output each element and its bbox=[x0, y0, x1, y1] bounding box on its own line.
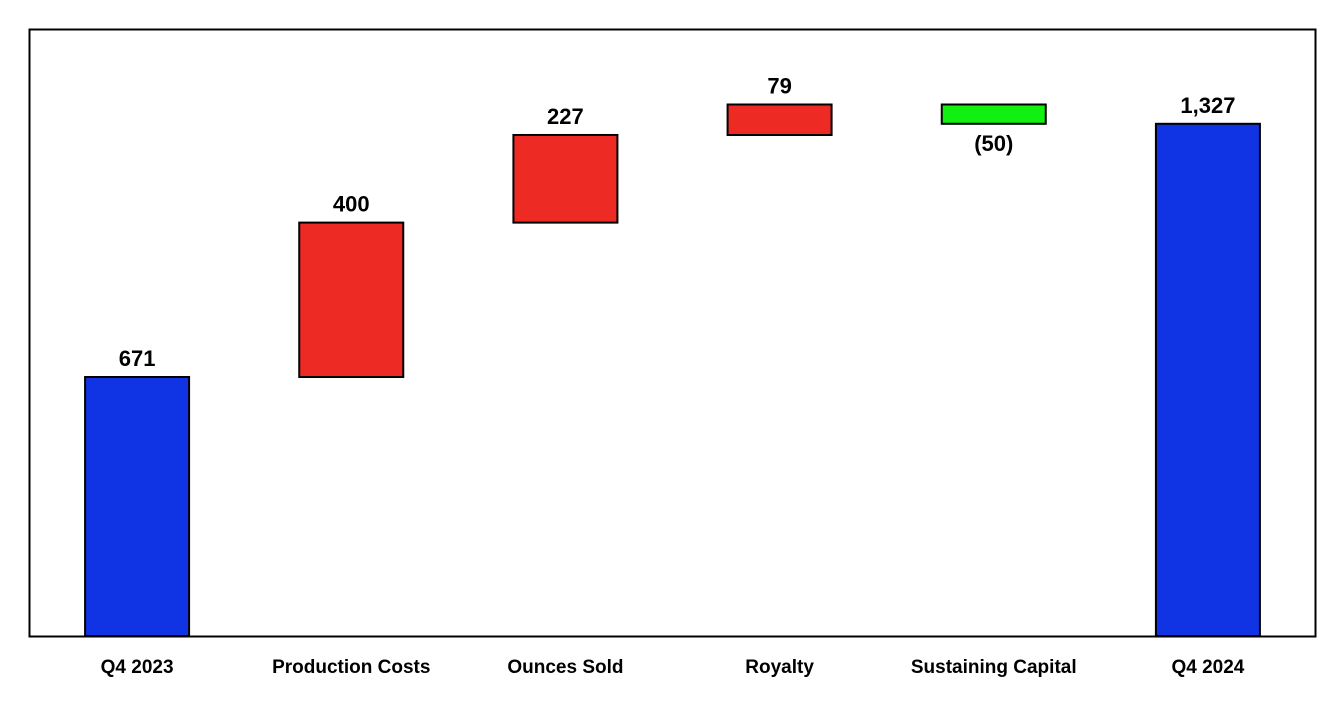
bar-production-costs bbox=[298, 221, 405, 379]
value-label-royalty: 79 bbox=[767, 73, 791, 98]
category-label-royalty: Royalty bbox=[745, 657, 814, 678]
plot-frame bbox=[28, 28, 1317, 638]
category-label-q4-2024: Q4 2024 bbox=[1171, 657, 1244, 678]
category-label-production-costs: Production Costs bbox=[272, 657, 430, 678]
category-labels-group: Q4 2023 Production Costs Ounces Sold Royalt… bbox=[101, 657, 1245, 678]
bars-group bbox=[84, 103, 1261, 637]
bar-q4-2023 bbox=[84, 376, 191, 637]
bar-royalty bbox=[726, 103, 833, 136]
value-label-sustaining-capital: (50) bbox=[974, 131, 1013, 156]
value-label-q4-2024: 1,327 bbox=[1180, 93, 1235, 118]
value-label-q4-2023: 671 bbox=[119, 346, 156, 371]
value-label-production-costs: 400 bbox=[333, 192, 370, 217]
category-label-q4-2023: Q4 2023 bbox=[101, 657, 174, 678]
value-label-ounces-sold: 227 bbox=[547, 104, 584, 129]
bar-sustaining-capital bbox=[940, 103, 1047, 125]
category-label-sustaining-capital: Sustaining Capital bbox=[911, 657, 1077, 678]
bar-ounces-sold bbox=[512, 133, 619, 224]
value-labels-group: 671 400 227 79 (50) 1,327 bbox=[119, 73, 1236, 371]
category-label-ounces-sold: Ounces Sold bbox=[507, 657, 623, 678]
bar-q4-2024 bbox=[1154, 122, 1261, 637]
